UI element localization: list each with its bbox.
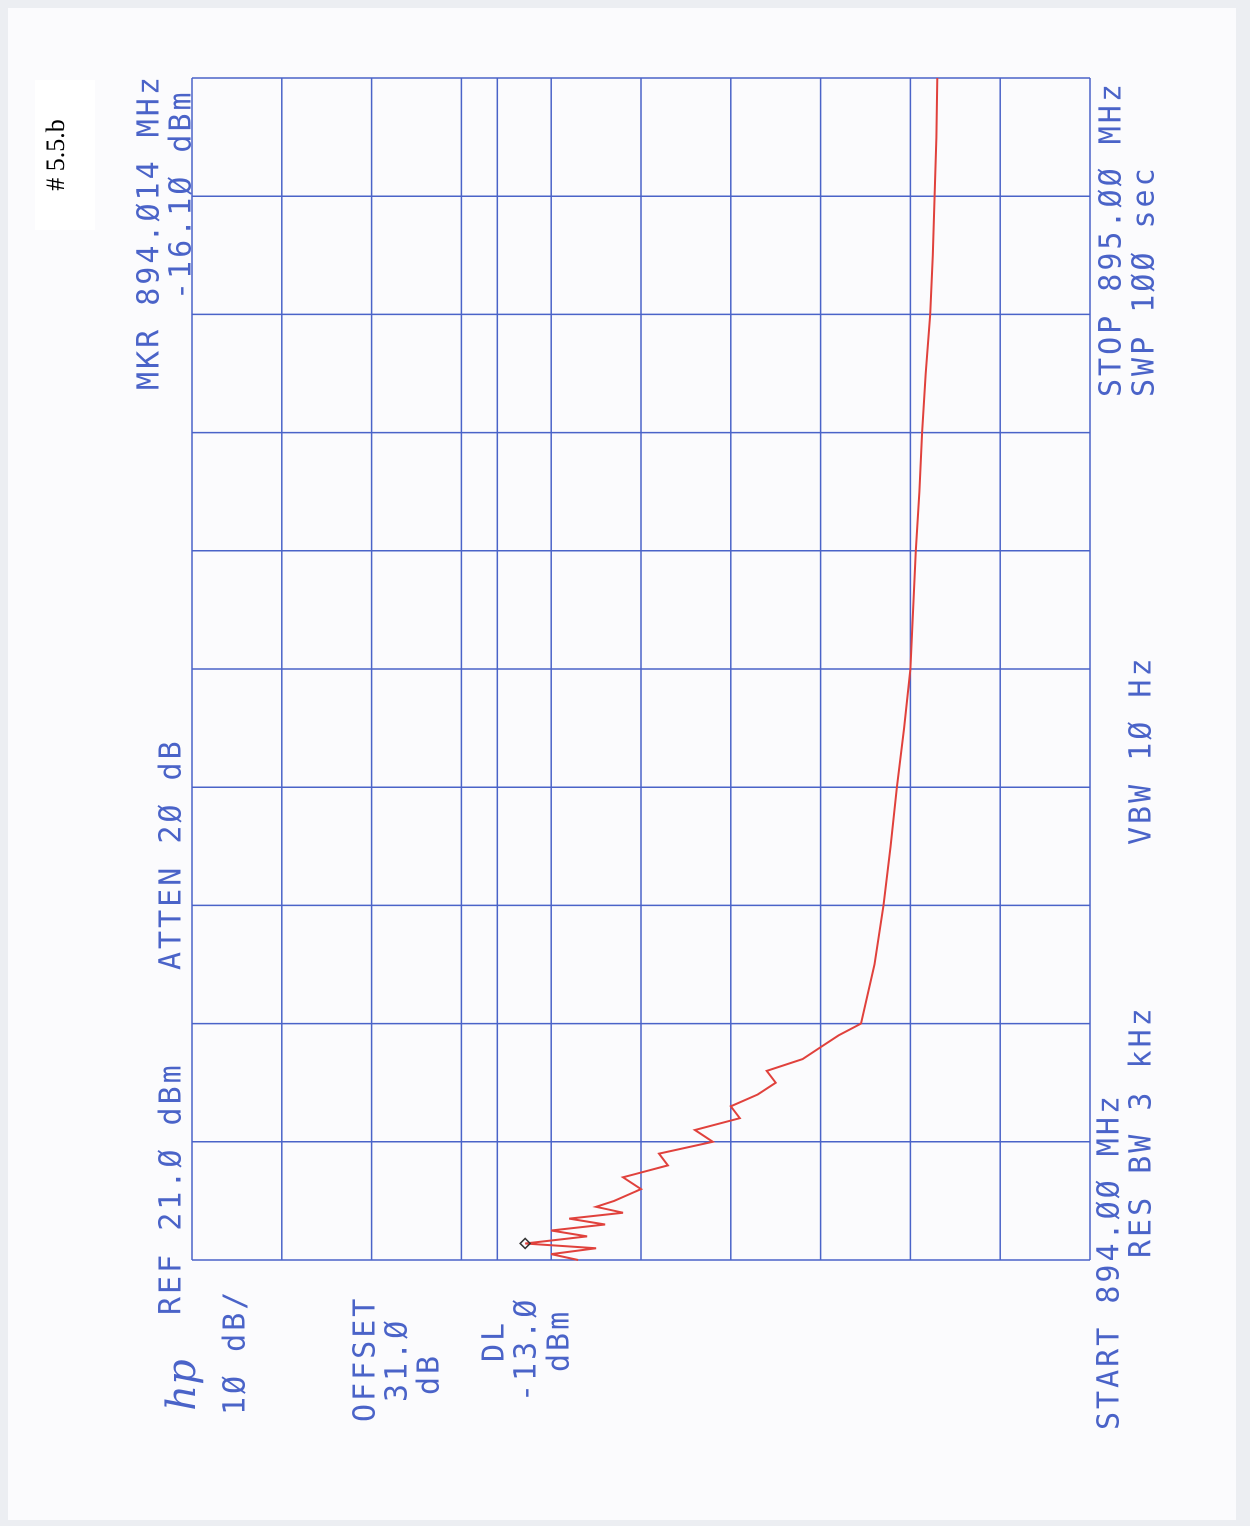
- scale-label: 1Ø dB/: [218, 1289, 253, 1415]
- dl-title: DL: [477, 1320, 512, 1362]
- marker-label: MKR 894.Ø14 MHz: [132, 74, 167, 390]
- paper: [8, 8, 1236, 1520]
- offset-unit: dB: [412, 1353, 447, 1395]
- dl-value-label: -13.Ø: [509, 1297, 544, 1402]
- rbw-label: RES BW 3 kHz: [1124, 1005, 1159, 1258]
- sweep-label: SWP 1ØØ sec: [1127, 165, 1162, 397]
- offset-value: 31.Ø: [380, 1318, 415, 1402]
- trace: [525, 77, 939, 1261]
- label-box: [35, 80, 95, 230]
- start-label: START 894.ØØ MHz: [1092, 1093, 1127, 1430]
- marker: [519, 1237, 532, 1250]
- figure-label: # 5.5.b: [41, 119, 70, 191]
- atten-label: ATTEN 2Ø dB: [154, 738, 189, 970]
- logo: hp: [159, 1359, 205, 1410]
- ref-label: REF 21.Ø dBm: [154, 1062, 189, 1315]
- dl-unit: dBm: [542, 1309, 577, 1372]
- stop-label: STOP 895.ØØ MHz: [1094, 81, 1129, 397]
- marker-value-label: -16.1Ø dBm: [164, 89, 199, 300]
- vbw-label: VBW 1Ø Hz: [1124, 655, 1159, 845]
- offset-title: OFFSET: [348, 1296, 383, 1422]
